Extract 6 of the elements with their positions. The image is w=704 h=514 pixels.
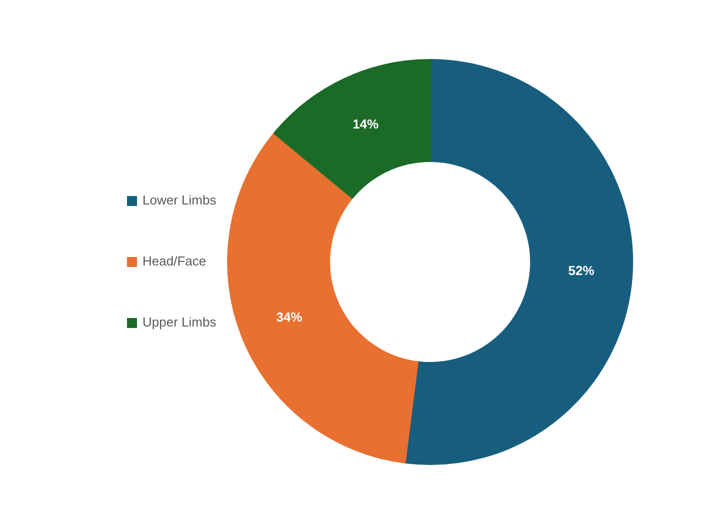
data-label: 14% xyxy=(352,116,380,132)
data-label: 52% xyxy=(568,263,595,278)
legend-label: Upper Limbs xyxy=(142,314,217,330)
legend-label: Lower Limbs xyxy=(142,192,217,208)
legend-label: Head/Face xyxy=(142,254,206,269)
data-label: 34% xyxy=(276,309,303,324)
